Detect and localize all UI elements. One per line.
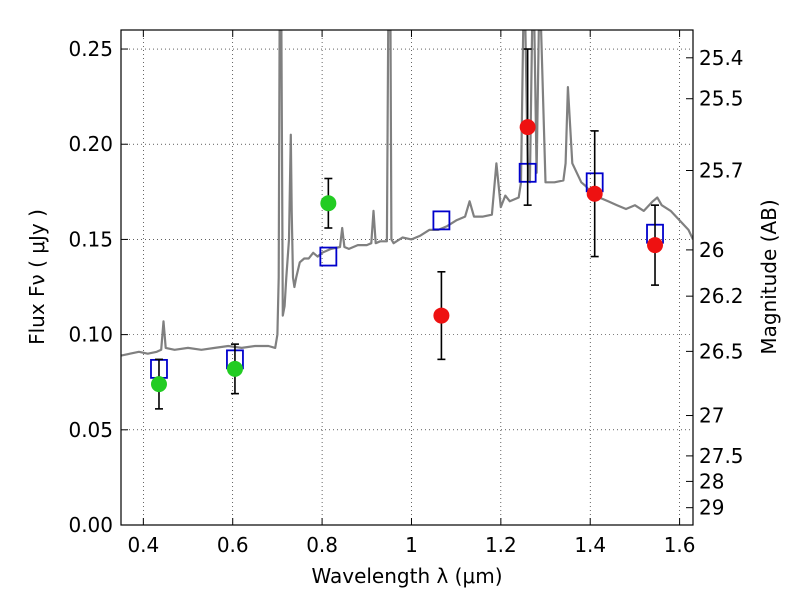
y-tick-label: 0.20 [68,132,113,156]
model-flux-square [432,210,451,231]
x-tick-label: 0.8 [306,533,338,557]
x-tick-label: 1.4 [574,533,606,557]
series [121,30,693,410]
magnitude-tick-label: 28 [699,469,724,493]
spectrum-line [121,30,693,357]
magnitude-tick-label: 25.7 [699,159,744,183]
magnitude-tick-label: 26.2 [699,284,744,308]
magnitude-tick-label: 26.5 [699,339,744,363]
y-tick-label: 0.15 [68,227,113,251]
x-axis-label: Wavelength λ (μm) [311,564,502,588]
y-axis-right-label: Magnitude (AB) [757,199,781,354]
y-tick-label: 0.25 [68,37,113,61]
x-tick-label: 0.4 [127,533,159,557]
ticks: 0.4 0.6 0.8 1 1.2 1.4 1.6 0.00 0.05 0.10 0.15 0.20 0… [68,30,744,557]
x-tick-label: 1.2 [485,533,517,557]
y-axis-label: Flux Fν ( μJy ) [25,209,49,345]
observed-flux-point [647,237,664,254]
x-tick-label: 1.6 [664,533,696,557]
grid [121,30,693,526]
y-tick-label: 0.05 [68,418,113,442]
x-tick-label: 0.6 [217,533,249,557]
model-flux-square [319,246,338,267]
observed-flux-point [320,195,337,212]
magnitude-tick-label: 26 [699,238,724,262]
y-tick-label: 0.10 [68,323,113,347]
magnitude-tick-label: 25.5 [699,87,744,111]
y-tick-label: 0.00 [68,513,113,537]
observed-flux-point [433,307,450,324]
magnitude-tick-label: 27 [699,404,724,428]
observed-flux-point [226,360,243,377]
x-tick-label: 1 [405,533,418,557]
plot-frame [120,29,694,526]
observed-flux-point [519,119,536,136]
magnitude-tick-label: 27.5 [699,444,744,468]
magnitude-tick-label: 29 [699,496,724,520]
observed-flux-point [586,185,603,202]
observed-flux-point [150,376,167,393]
magnitude-tick-label: 25.4 [699,46,744,70]
